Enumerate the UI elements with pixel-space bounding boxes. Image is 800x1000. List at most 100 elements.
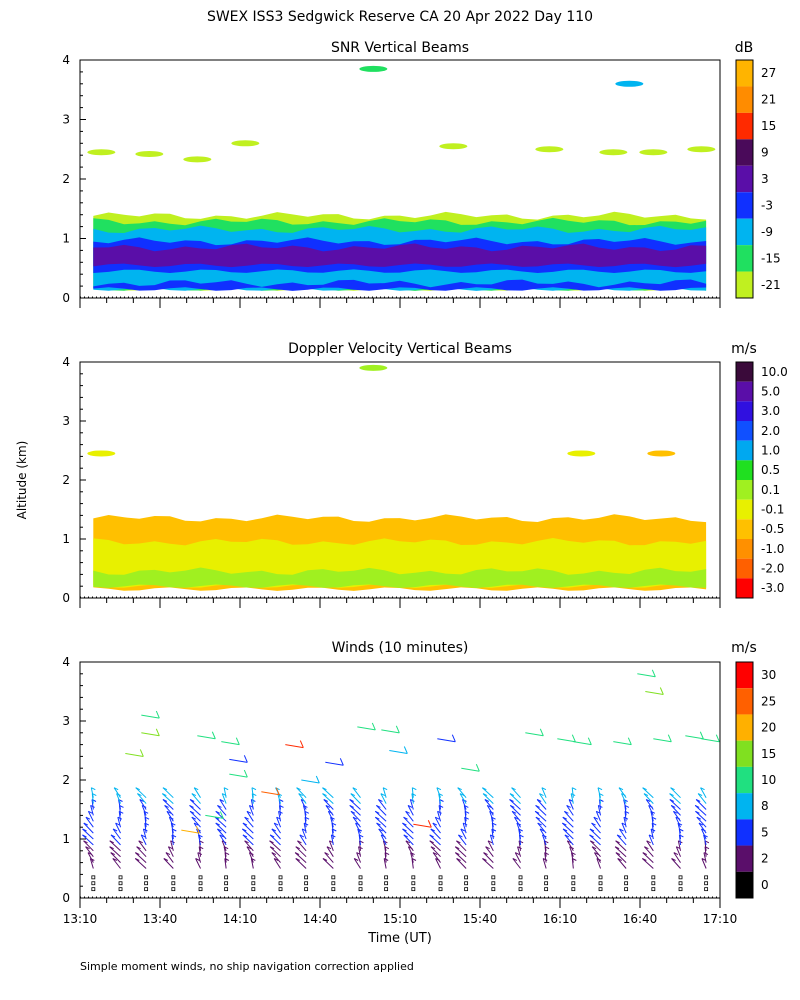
colorbar-segment <box>736 578 753 598</box>
wind-barb-flag <box>244 816 249 820</box>
wind-barb <box>462 822 467 834</box>
wind-barb <box>653 738 672 743</box>
wind-barb-flag <box>564 834 570 838</box>
y-tick-label: 4 <box>62 355 70 369</box>
wind-barb-flag <box>509 799 514 802</box>
wind-barb-flag <box>673 852 679 856</box>
wind-barb-flag <box>242 828 247 832</box>
winds-panel: Winds (10 minutes) m/s 0 1 2 3 4 13:10 13:40 14… <box>62 640 776 926</box>
wind-barb-flag <box>137 793 142 797</box>
wind-barb-flag <box>193 822 199 826</box>
y-tick-label: 0 <box>62 891 70 905</box>
wind-barb <box>589 828 601 840</box>
wind-barb <box>434 816 441 828</box>
wind-barb-flag <box>566 804 571 808</box>
wind-barb-flag <box>644 846 649 850</box>
wind-barb-flag <box>380 793 386 797</box>
wind-barb-flag <box>535 804 540 808</box>
colorbar-tick-label: 20 <box>761 721 776 735</box>
wind-barb <box>486 805 494 816</box>
wind-barb-flag <box>511 810 517 814</box>
wind-barb <box>621 822 627 834</box>
calm-marker <box>251 887 256 892</box>
wind-barb <box>278 811 282 822</box>
colorbar-segment <box>736 362 753 382</box>
wind-barb <box>191 816 201 828</box>
wind-barb <box>380 793 387 804</box>
wind-barb <box>164 805 174 816</box>
data-patch <box>359 364 388 371</box>
wind-barb <box>244 816 254 828</box>
wind-barb-flag <box>616 834 622 838</box>
colorbar-segment <box>736 519 753 539</box>
wind-barb-flag <box>402 828 407 832</box>
wind-barb-flag <box>462 822 468 826</box>
wind-barb <box>624 811 627 822</box>
x-tick-label: 17:10 <box>703 912 738 926</box>
colorbar-tick-label: 9 <box>761 146 769 160</box>
wind-barb <box>573 741 592 746</box>
wind-barb-flag <box>403 746 408 754</box>
wind-barb <box>250 858 254 869</box>
colorbar-tick-label: 5.0 <box>761 385 780 399</box>
wind-barb-flag <box>482 793 488 797</box>
wind-barb <box>429 834 441 846</box>
wind-barb <box>491 817 494 828</box>
wind-barb <box>698 822 707 834</box>
wind-barb-flag <box>539 828 545 832</box>
wind-barb <box>350 793 361 804</box>
calm-marker <box>544 881 549 886</box>
wind-barb-flag <box>589 828 595 832</box>
calm-marker <box>198 881 203 886</box>
wind-barb-flag <box>223 787 229 791</box>
wind-barb <box>432 822 441 834</box>
wind-barb <box>619 828 627 840</box>
wind-barb <box>542 858 547 869</box>
calm-marker <box>304 875 309 880</box>
wind-barb <box>618 787 627 798</box>
wind-barb <box>456 858 467 869</box>
wind-barb-flag <box>296 787 301 791</box>
x-tick-label: 15:40 <box>463 912 498 926</box>
wind-barb-flag <box>138 840 143 844</box>
wind-barb <box>566 840 574 852</box>
wind-barb-flag <box>271 852 277 856</box>
wind-barb <box>596 858 601 869</box>
wind-barb-flag <box>219 811 224 819</box>
wind-barb <box>219 799 227 810</box>
wind-barb-flag <box>490 834 495 838</box>
wind-barb-flag <box>487 840 493 844</box>
wind-barb-flag <box>189 804 194 808</box>
wind-barb-flag <box>246 810 252 814</box>
colorbar-tick-label: 8 <box>761 799 769 813</box>
colorbar-tick-label: -3.0 <box>761 581 784 595</box>
colorbar-segment <box>736 539 753 559</box>
wind-barb-flag <box>436 787 442 791</box>
calm-marker <box>544 887 549 892</box>
wind-barb-flag <box>514 816 519 820</box>
colorbar-segment <box>736 401 753 421</box>
colorbar-tick-label: 15 <box>761 119 776 133</box>
wind-barb <box>598 799 602 810</box>
colorbar-frame <box>735 361 754 599</box>
wind-barb <box>616 834 627 846</box>
wind-barb-flag <box>112 828 118 832</box>
snr-panel: SNR Vertical Beams dB 0 1 2 3 4 27 21 15 9 3 -3 -9 -… <box>62 40 781 308</box>
calm-marker <box>171 881 176 886</box>
wind-barb <box>299 834 307 846</box>
wind-barb <box>405 810 414 822</box>
wind-barb-flag <box>567 840 572 844</box>
wind-barb <box>564 834 574 846</box>
wind-barb-flag <box>162 793 167 797</box>
wind-barb-flag <box>189 799 195 802</box>
wind-barb <box>85 816 94 828</box>
data-patch <box>647 450 676 457</box>
wind-barb-flag <box>429 834 434 838</box>
wind-barb <box>295 846 307 858</box>
colorbar-segment <box>736 60 753 87</box>
data-band <box>93 279 707 291</box>
wind-barb <box>697 793 707 804</box>
wind-barb <box>435 858 441 869</box>
wind-barb <box>322 793 334 804</box>
calm-marker <box>91 887 96 892</box>
